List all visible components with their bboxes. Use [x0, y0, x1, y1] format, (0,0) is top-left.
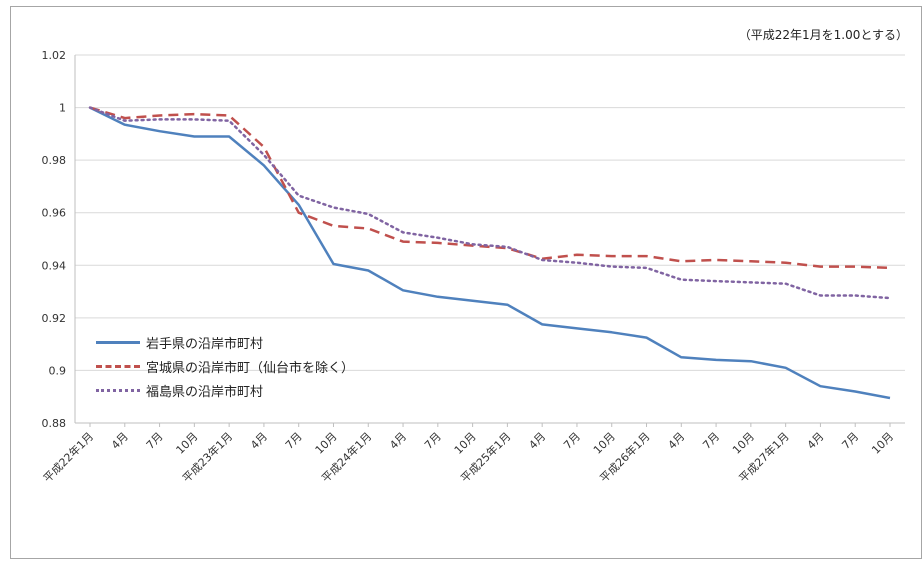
y-tick-label: 1.02: [42, 49, 67, 62]
legend-label-miyagi: 宮城県の沿岸市町（仙台市を除く）: [146, 360, 355, 376]
x-tick-label: 7月: [283, 430, 305, 452]
x-tick-label: 10月: [452, 430, 479, 457]
x-tick-label: 4月: [248, 430, 270, 452]
y-tick-label: 0.98: [42, 154, 67, 167]
x-tick-label: 10月: [869, 430, 896, 457]
x-tick-label: 7月: [144, 430, 166, 452]
legend-item-iwate: 岩手県の沿岸市町村: [96, 330, 354, 354]
series-line-2: [88, 106, 892, 300]
y-tick-label: 0.94: [42, 259, 67, 272]
x-tick-label: 7月: [839, 430, 861, 452]
legend-swatch-fukushima: [96, 388, 140, 392]
legend-label-iwate: 岩手県の沿岸市町村: [146, 336, 264, 352]
x-tick-label: 10月: [313, 430, 340, 457]
y-tick-label: 1: [59, 102, 66, 115]
y-tick-label: 0.9: [49, 364, 67, 377]
x-tick-label: 7月: [700, 430, 722, 452]
grid-lines: [75, 54, 905, 424]
y-axis: 1.02 1 0.98 0.96 0.94 0.92 0.9 0.88: [42, 49, 76, 430]
series-line-1: [89, 106, 891, 270]
x-tick-label: 10月: [174, 430, 201, 457]
x-tick-label: 7月: [422, 430, 444, 452]
legend-item-fukushima: 福島県の沿岸市町村: [96, 378, 354, 402]
x-tick-label: 7月: [561, 430, 583, 452]
legend-swatch-miyagi: [96, 364, 140, 368]
legend-item-miyagi: 宮城県の沿岸市町（仙台市を除く）: [96, 354, 354, 378]
x-tick-label: 4月: [387, 430, 409, 452]
x-tick-label: 4月: [109, 430, 131, 452]
x-tick-label: 4月: [666, 430, 688, 452]
y-tick-label: 0.92: [42, 312, 67, 325]
y-tick-label: 0.96: [42, 207, 67, 220]
legend-swatch-iwate: [96, 340, 140, 344]
chart-note: （平成22年1月を1.00とする）: [738, 28, 908, 42]
x-tick-label: 4月: [526, 430, 548, 452]
series-line-0: [89, 106, 891, 400]
legend: 岩手県の沿岸市町村 宮城県の沿岸市町（仙台市を除く） 福島県の沿岸市町村: [96, 330, 354, 402]
y-tick-label: 0.88: [42, 417, 67, 430]
x-tick-label: 10月: [730, 430, 757, 457]
x-tick-label: 平成22年1月: [40, 429, 96, 485]
legend-label-fukushima: 福島県の沿岸市町村: [146, 384, 264, 400]
series-lines: [88, 106, 892, 400]
x-tick-label: 10月: [591, 430, 618, 457]
x-tick-label: 4月: [805, 430, 827, 452]
